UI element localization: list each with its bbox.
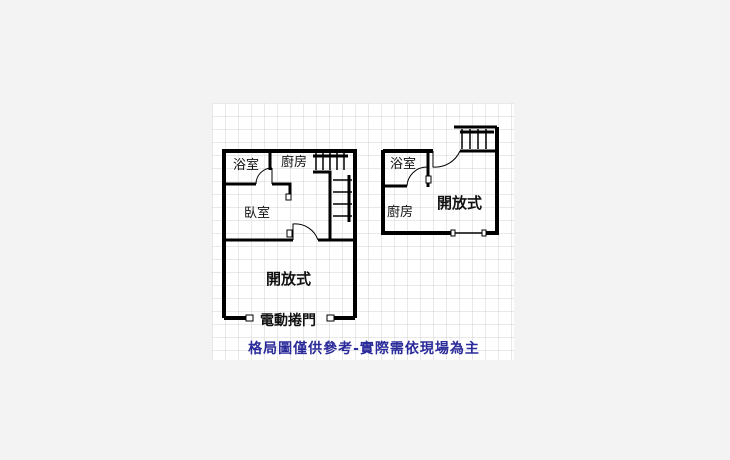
floor-1-door-post-2 bbox=[285, 193, 292, 201]
floor-2-left-wall bbox=[381, 150, 453, 235]
floor-2-window-post-right bbox=[481, 229, 487, 237]
floor-1-stairs-lower bbox=[333, 175, 352, 222]
floor-1-open-space-label: 開放式 bbox=[266, 270, 311, 288]
floor-1-door-post bbox=[286, 229, 293, 238]
floor-2-stairs bbox=[460, 129, 494, 149]
floor-1-bedroom-door-swing bbox=[292, 223, 319, 241]
floor-1-plan bbox=[222, 149, 357, 322]
floor-1-stair-wall bbox=[313, 170, 332, 240]
floor-1-bathroom-label: 浴室 bbox=[233, 157, 259, 173]
floor-1-rolling-door-label: 電動捲門 bbox=[260, 312, 316, 329]
floor-1-rolling-door-post-right bbox=[326, 314, 335, 322]
floor-2-kitchen-label: 廚房 bbox=[387, 204, 413, 220]
floor-1-rolling-door-post-left bbox=[245, 314, 254, 322]
floor-1-bath-bottom-wall-2 bbox=[272, 182, 292, 194]
floor-1-kitchen-label: 廚房 bbox=[281, 154, 307, 170]
floor-2-bathroom-label: 浴室 bbox=[390, 156, 416, 172]
floor-1-stairs-upper bbox=[313, 153, 348, 170]
floor-2-bath-door-swing bbox=[406, 166, 428, 187]
floor-2-stair-door-swing bbox=[432, 150, 461, 168]
floor-2-window-post-left bbox=[450, 229, 456, 237]
floor-2-plan bbox=[381, 125, 499, 237]
floor-1-bedroom-label: 臥室 bbox=[244, 205, 270, 221]
floor-2-door-post bbox=[425, 175, 432, 184]
floor-1-outer-wall bbox=[222, 149, 357, 318]
floor-1-bath-door-swing bbox=[255, 167, 273, 185]
grid-paper bbox=[212, 103, 514, 360]
floor-2-right-wall bbox=[484, 127, 499, 235]
disclaimer-caption: 格局圖僅供參考-實際需依現場為主 bbox=[248, 341, 480, 357]
floor-2-open-space-label: 開放式 bbox=[437, 194, 482, 212]
